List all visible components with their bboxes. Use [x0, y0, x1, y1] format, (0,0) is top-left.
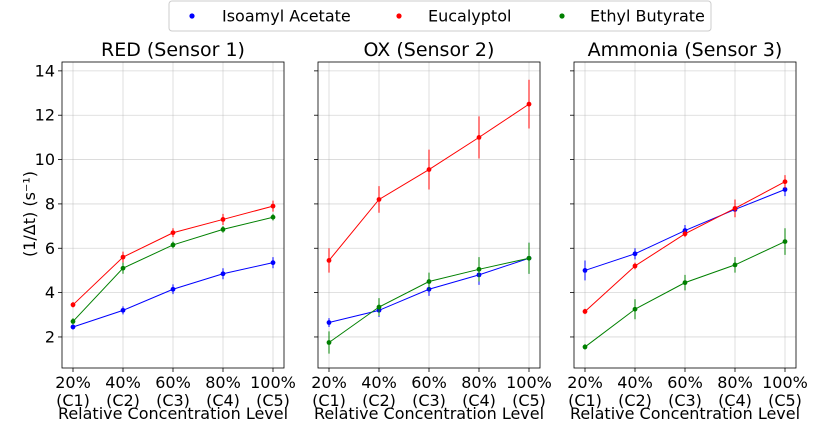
data-point-eucalyptol [782, 179, 788, 185]
data-point-ethyl-butyrate [682, 280, 688, 286]
data-point-ethyl-butyrate [270, 214, 276, 220]
data-point-eucalyptol [582, 309, 588, 314]
data-point-ethyl-butyrate [170, 242, 176, 248]
data-point-eucalyptol [732, 205, 738, 211]
panel-3: 20%(C1) 40%(C2) 60%(C3) 80%(C4) 100%(C5)Rela… [567, 39, 808, 423]
x-axis-label: Relative Concentration Level [314, 404, 544, 423]
x-tick-label: 80% [205, 373, 241, 392]
y-tick-label: 10 [35, 150, 55, 169]
x-tick-label: 100% [250, 373, 296, 392]
data-point-ethyl-butyrate [632, 306, 638, 312]
data-point-isoamyl-acetate [632, 251, 638, 257]
x-tick-label: (C2) [618, 391, 652, 410]
y-tick-label: 6 [45, 239, 55, 258]
x-tick-label: (C5) [256, 391, 290, 410]
legend-marker-isoamyl-acetate [189, 13, 195, 19]
data-point-eucalyptol [170, 230, 176, 236]
x-tick-label: 80% [717, 373, 753, 392]
data-point-isoamyl-acetate [220, 271, 226, 277]
panel-title: OX (Sensor 2) [364, 39, 495, 61]
x-tick-label: 20% [311, 373, 347, 392]
x-tick-label: (C4) [718, 391, 752, 410]
data-point-eucalyptol [270, 203, 276, 209]
data-point-eucalyptol [70, 302, 76, 308]
x-tick-label: (C2) [106, 391, 140, 410]
x-tick-label: 80% [461, 373, 497, 392]
legend-label-isoamyl-acetate: Isoamyl Acetate [222, 7, 351, 26]
data-point-ethyl-butyrate [782, 239, 788, 245]
data-point-eucalyptol [326, 258, 332, 263]
y-tick-label: 12 [35, 106, 55, 125]
x-tick-label: (C3) [668, 391, 702, 410]
data-point-eucalyptol [632, 263, 638, 269]
data-point-isoamyl-acetate [70, 324, 76, 330]
data-point-ethyl-butyrate [426, 279, 432, 284]
data-point-eucalyptol [220, 217, 226, 222]
legend-label-eucalyptol: Eucalyptol [428, 7, 511, 26]
data-point-isoamyl-acetate [270, 260, 276, 266]
x-tick-label: 60% [667, 373, 703, 392]
x-tick-label: (C1) [312, 391, 346, 410]
x-axis-label: Relative Concentration Level [570, 404, 800, 423]
data-point-eucalyptol [376, 197, 382, 202]
panel-title: RED (Sensor 1) [101, 39, 245, 61]
x-tick-label: (C3) [412, 391, 446, 410]
data-point-ethyl-butyrate [70, 319, 76, 324]
data-point-ethyl-butyrate [732, 262, 738, 268]
panel-title: Ammonia (Sensor 3) [588, 39, 783, 61]
data-point-ethyl-butyrate [582, 344, 588, 350]
legend-label-ethyl-butyrate: Ethyl Butyrate [590, 7, 705, 26]
y-axis-label: (1/Δt) (s⁻¹) [20, 171, 39, 257]
x-tick-label: 100% [762, 373, 808, 392]
data-point-ethyl-butyrate [476, 266, 482, 272]
x-tick-label: 60% [411, 373, 447, 392]
x-tick-label: 100% [506, 373, 552, 392]
x-tick-label: (C1) [56, 391, 90, 410]
x-tick-label: (C1) [568, 391, 602, 410]
data-point-isoamyl-acetate [170, 286, 176, 292]
x-tick-label: 40% [105, 373, 141, 392]
data-point-isoamyl-acetate [782, 187, 788, 192]
panel-1: 2 4 6 8 10 12 14 20%(C1) 40%(C2) 60%(C3) 80%(C4) 10… [35, 39, 296, 423]
y-tick-label: 14 [35, 61, 55, 80]
y-tick-label: 8 [45, 194, 55, 213]
x-tick-label: 20% [567, 373, 603, 392]
x-tick-label: (C2) [362, 391, 396, 410]
data-point-eucalyptol [526, 101, 532, 107]
data-point-ethyl-butyrate [376, 304, 382, 310]
x-tick-label: (C5) [512, 391, 546, 410]
data-point-ethyl-butyrate [326, 340, 332, 345]
legend-marker-ethyl-butyrate [559, 13, 565, 19]
data-point-ethyl-butyrate [526, 255, 532, 261]
x-tick-label: 60% [155, 373, 191, 392]
data-point-ethyl-butyrate [220, 227, 226, 232]
y-tick-label: 2 [45, 327, 55, 346]
legend: Isoamyl Acetate Eucalyptol Ethyl Butyrat… [189, 7, 705, 26]
x-tick-label: (C4) [462, 391, 496, 410]
data-point-eucalyptol [682, 231, 688, 237]
data-point-isoamyl-acetate [582, 268, 588, 273]
x-tick-label: (C4) [206, 391, 240, 410]
data-point-isoamyl-acetate [120, 307, 126, 313]
legend-marker-eucalyptol [396, 13, 402, 19]
x-tick-label: (C5) [768, 391, 802, 410]
x-tick-label: 20% [55, 373, 91, 392]
panel-2: 20%(C1) 40%(C2) 60%(C3) 80%(C4) 100%(C5)Rela… [311, 39, 552, 423]
x-tick-label: 40% [361, 373, 397, 392]
x-axis-label: Relative Concentration Level [58, 404, 288, 423]
legend-frame [168, 0, 712, 32]
x-tick-label: 40% [617, 373, 653, 392]
data-point-eucalyptol [426, 167, 432, 172]
x-tick-label: (C3) [156, 391, 190, 410]
data-point-ethyl-butyrate [120, 265, 126, 271]
data-point-eucalyptol [120, 254, 126, 260]
data-point-isoamyl-acetate [326, 320, 332, 325]
data-point-eucalyptol [476, 134, 482, 140]
y-tick-label: 4 [45, 283, 55, 302]
